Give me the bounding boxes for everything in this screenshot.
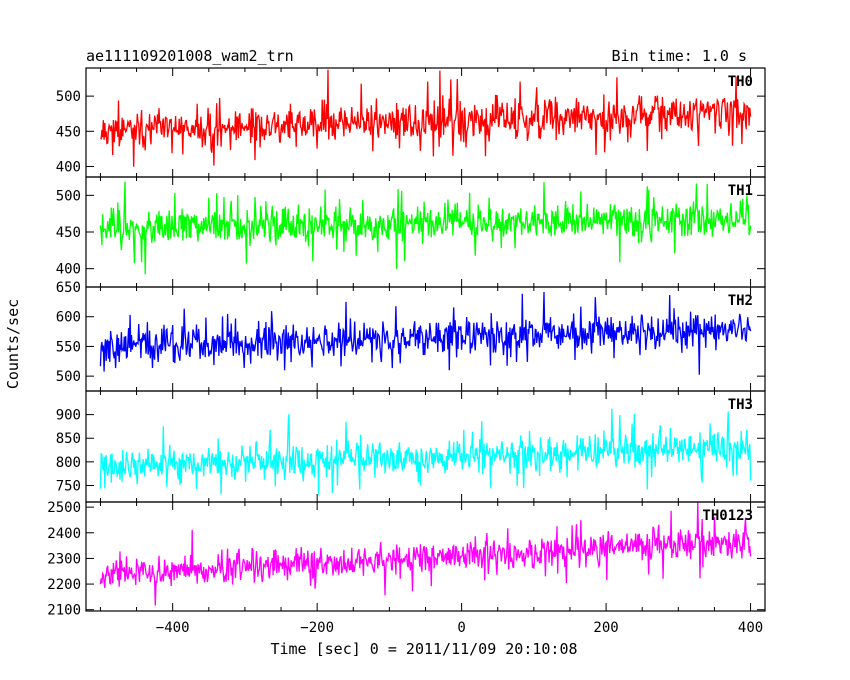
x-tick-label: −400 [156, 620, 190, 636]
panel-th2: 500 550 600 650 TH2 [56, 280, 766, 392]
y-tick-label: 600 [56, 310, 81, 326]
series-th0123-line [99, 502, 752, 606]
y-tick-label: 2300 [47, 551, 81, 567]
y-tick-label: 2200 [47, 577, 81, 593]
series-th0-line [99, 69, 752, 167]
band-label-th3: TH3 [728, 397, 753, 413]
y-tick-label: 2500 [47, 500, 81, 516]
series-th2-line [99, 291, 752, 375]
y-axis-label: Counts/sec [4, 299, 22, 389]
y-tick-label: 900 [56, 408, 81, 424]
y-tick-label: 450 [56, 124, 81, 140]
series-th3-line [99, 408, 752, 495]
bin-time-label: Bin time: 1.0 s [612, 47, 747, 65]
y-tick-label: 400 [56, 262, 81, 278]
y-tick-label: 400 [56, 159, 81, 175]
y-tick-label: 650 [56, 280, 81, 296]
x-tick-label: −200 [300, 620, 334, 636]
y-tick-label: 2100 [47, 603, 81, 619]
y-tick-label: 500 [56, 188, 81, 204]
x-axis-label: Time [sec] 0 = 2011/11/09 20:10:08 [270, 640, 577, 658]
x-tick-label: 0 [457, 620, 465, 636]
panel-frame [85, 176, 766, 288]
y-tick-label: 550 [56, 339, 81, 355]
x-axis: −400 −200 0 200 400 [156, 620, 763, 636]
panel-th1: 400 450 500 TH1 [56, 176, 766, 288]
y-tick-label: 850 [56, 431, 81, 447]
panel-th3: 750 800 850 900 TH3 [56, 390, 766, 503]
band-label-th2: TH2 [728, 293, 753, 309]
y-tick-label: 750 [56, 478, 81, 494]
y-tick-label: 500 [56, 89, 81, 105]
y-tick-label: 500 [56, 369, 81, 385]
chart-title: ae111109201008_wam2_trn [86, 47, 294, 65]
y-tick-label: 450 [56, 225, 81, 241]
band-label-th1: TH1 [728, 183, 753, 199]
band-label-th0: TH0 [728, 74, 753, 90]
series-th1-line [99, 181, 752, 275]
x-tick-label: 400 [738, 620, 763, 636]
panels: 400 450 500 TH0 400 450 500 TH1 500 550 600 650 TH2 7… [47, 67, 766, 619]
panel-th0123: 2100 2200 2300 2400 2500 TH0123 [47, 500, 766, 619]
x-tick-label: 200 [593, 620, 618, 636]
y-tick-label: 800 [56, 455, 81, 471]
band-label-th0123: TH0123 [702, 508, 753, 524]
panel-th0: 400 450 500 TH0 [56, 67, 766, 178]
y-tick-label: 2400 [47, 526, 81, 542]
